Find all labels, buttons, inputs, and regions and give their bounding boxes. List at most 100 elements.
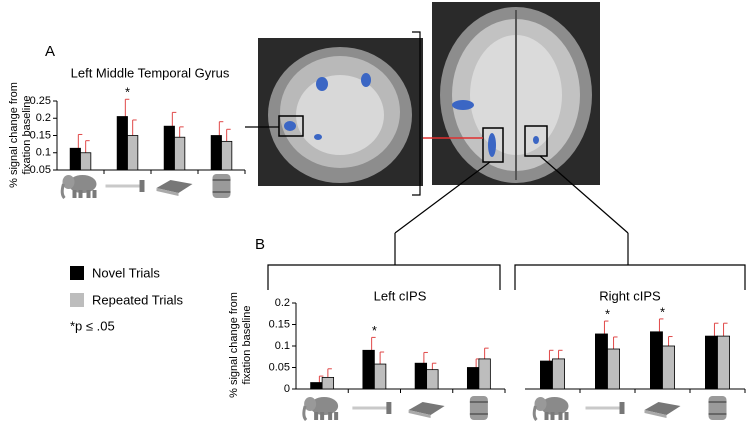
bar: [373, 363, 387, 390]
icon-part: [156, 188, 179, 196]
book-icon: [408, 402, 445, 418]
icon-part: [544, 412, 549, 420]
y-tick-label: 0: [284, 383, 290, 395]
icon-part: [302, 405, 308, 422]
chart-title: Left Middle Temporal Gyrus: [71, 65, 230, 80]
y-tick-label: 0.25: [30, 95, 51, 107]
bar: [116, 116, 128, 171]
icon-part: [139, 180, 145, 192]
y-axis-label-line: fixation baseline: [241, 306, 253, 385]
book-icon: [644, 402, 681, 418]
icon-part: [334, 412, 339, 420]
icon-part: [352, 406, 389, 410]
y-tick-label: 0.2: [36, 112, 51, 124]
icon-part: [60, 183, 66, 200]
legend-label: Novel Trials: [92, 265, 160, 280]
icon-part: [708, 396, 727, 420]
icon-part: [304, 397, 317, 411]
icon-part: [86, 190, 91, 198]
bar: [310, 382, 323, 390]
elephant-icon: [60, 175, 97, 200]
icon-part: [92, 190, 97, 198]
y-tick-label: 0.15: [30, 129, 51, 141]
icon-part: [469, 396, 488, 420]
icon-part: [314, 412, 319, 420]
icon-part: [78, 190, 83, 198]
icon-part: [644, 410, 667, 418]
bar: [540, 360, 553, 390]
y-axis-label-line: % signal change from: [8, 82, 20, 188]
icon-part: [320, 412, 325, 420]
legend-swatch: [70, 266, 84, 280]
icon-part: [105, 184, 142, 188]
panel-label: B: [255, 236, 265, 253]
significance-marker: *: [660, 304, 665, 319]
icon-part: [386, 402, 392, 414]
elephant-icon: [532, 397, 569, 422]
icon-part: [532, 405, 538, 422]
chart-title: Right cIPS: [599, 288, 661, 303]
y-axis-label: % signal change fromfixation baseline: [8, 82, 33, 188]
bar: [717, 335, 731, 390]
bar: [595, 333, 608, 390]
bar: [174, 136, 186, 171]
icon-part: [72, 190, 77, 198]
icon-part: [644, 402, 681, 415]
y-tick-label: 0.05: [269, 361, 290, 373]
icon-part: [540, 397, 569, 415]
icon-part: [619, 402, 625, 414]
legend-note: *p ≤ .05: [70, 318, 115, 333]
icon-part: [310, 397, 339, 415]
y-tick-label: 0.05: [30, 164, 51, 176]
chart-title: Left cIPS: [374, 288, 427, 303]
coronal-brain-image: [258, 38, 423, 186]
bar: [466, 367, 480, 390]
icon-part: [564, 412, 569, 420]
y-tick-label: 0.1: [275, 340, 290, 352]
bar: [221, 140, 233, 171]
icon-part: [328, 412, 333, 420]
y-tick-label: 0.1: [36, 147, 51, 159]
icon-part: [534, 397, 547, 411]
bar: [662, 345, 676, 390]
bar: [552, 358, 566, 390]
icon-part: [62, 175, 75, 189]
bar: [127, 135, 139, 171]
y-axis-label-line: fixation baseline: [21, 96, 33, 175]
hammer-icon: [585, 402, 625, 414]
bar: [210, 135, 222, 171]
icon-part: [585, 406, 622, 410]
hammer-icon: [352, 402, 392, 414]
icon-part: [408, 410, 431, 418]
bar: [607, 348, 621, 390]
icon-part: [156, 180, 193, 193]
significance-marker: *: [605, 306, 610, 321]
bar: [478, 358, 491, 390]
bar: [705, 335, 718, 390]
bar: [163, 125, 175, 171]
bar: [650, 331, 663, 390]
panel-label: A: [45, 43, 55, 60]
legend: Novel Trials Repeated Trials *p ≤ .05: [70, 265, 184, 333]
bar: [362, 349, 375, 390]
barrel-icon: [212, 174, 231, 198]
icon-part: [558, 412, 563, 420]
hammer-icon: [105, 180, 145, 192]
legend-swatch: [70, 293, 84, 307]
bar: [80, 152, 92, 171]
legend-label: Repeated Trials: [92, 292, 184, 307]
icon-part: [408, 402, 445, 415]
elephant-icon: [302, 397, 339, 422]
y-tick-label: 0.15: [269, 318, 290, 330]
bar: [321, 376, 335, 390]
icon-part: [550, 412, 555, 420]
connectors: [245, 31, 746, 290]
significance-marker: *: [125, 85, 130, 100]
icon-part: [212, 174, 231, 198]
y-tick-label: 0.2: [275, 297, 290, 309]
axial-brain-image: [432, 2, 600, 185]
book-icon: [156, 180, 193, 196]
significance-marker: *: [372, 323, 377, 338]
barrel-icon: [708, 396, 727, 420]
